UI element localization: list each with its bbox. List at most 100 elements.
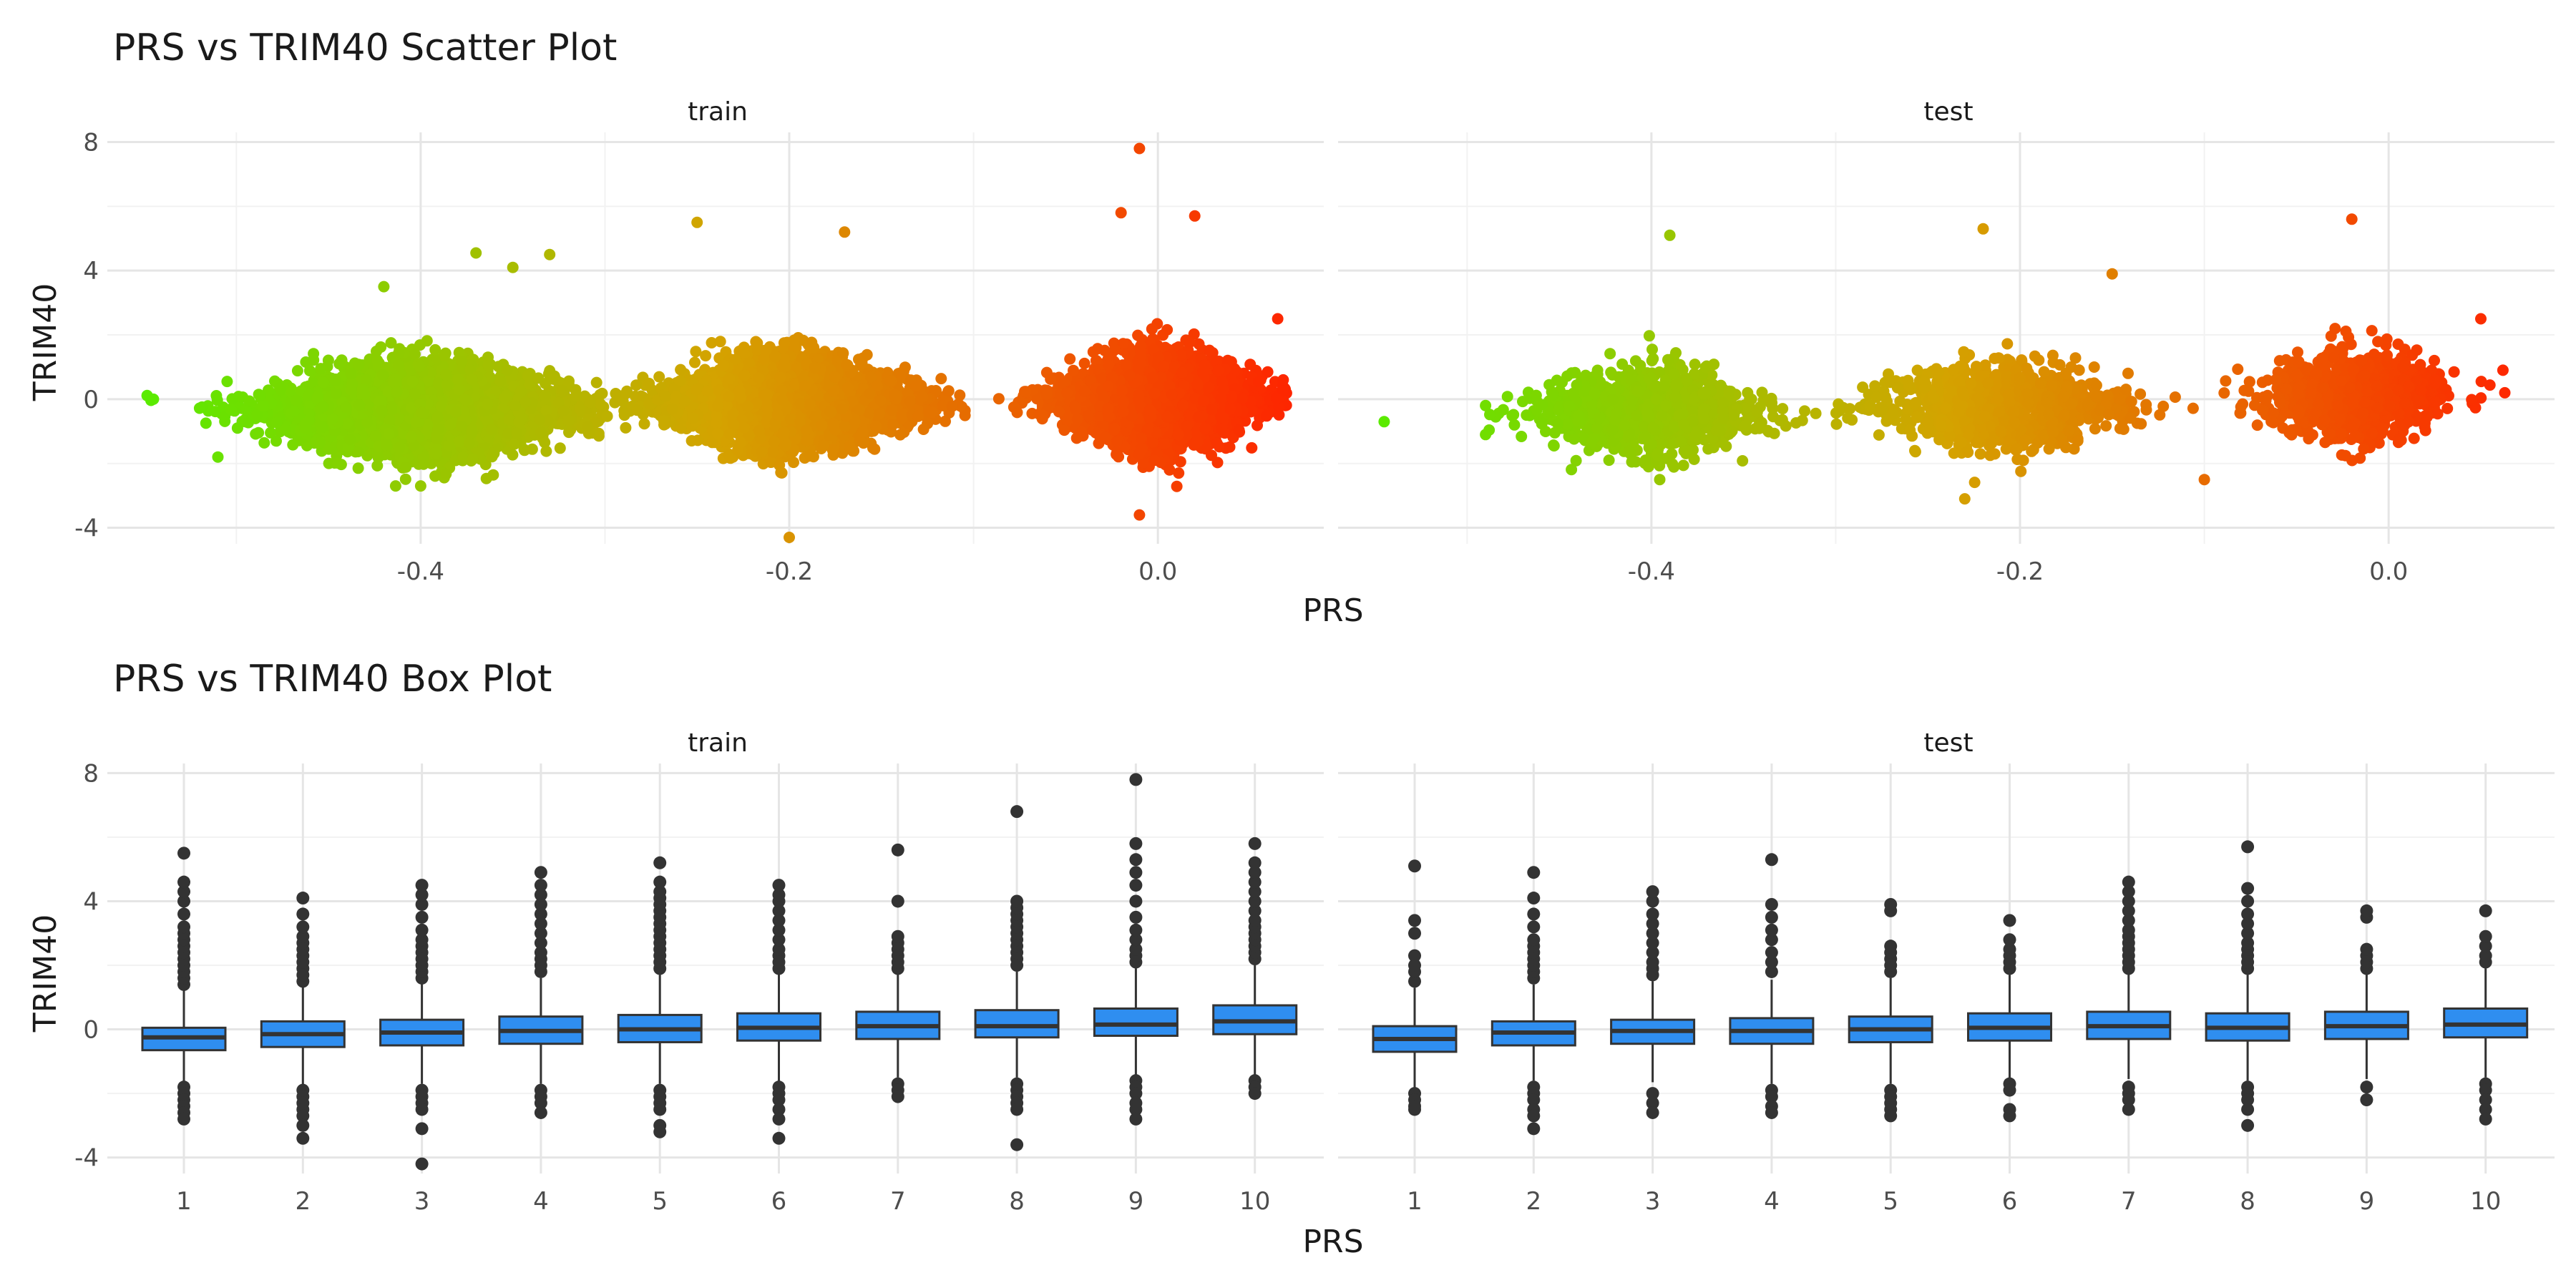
- scatter-point: [200, 417, 212, 429]
- scatter-point: [317, 401, 329, 413]
- scatter-point: [414, 361, 426, 373]
- scatter-point: [315, 363, 327, 375]
- scatter-point: [455, 420, 467, 432]
- scatter-point: [414, 339, 426, 351]
- scatter-y-tick-label: 0: [83, 386, 99, 414]
- scatter-point: [369, 430, 381, 442]
- scatter-point: [385, 337, 397, 349]
- scatter-point: [429, 343, 441, 356]
- scatter-y-tick-label: -4: [74, 514, 99, 543]
- scatter-point: [391, 386, 403, 398]
- scatter-point: [231, 422, 243, 434]
- scatter-point: [353, 399, 366, 411]
- scatter-point: [290, 394, 302, 406]
- scatter-x-tick-label: -0.2: [1996, 557, 2044, 586]
- scatter-point: [287, 439, 299, 451]
- scatter-point: [312, 391, 324, 402]
- scatter-point: [482, 359, 494, 371]
- scatter-strip-test: test: [1923, 97, 1973, 127]
- scatter-point: [485, 424, 497, 436]
- scatter-x-tick-label: 0.0: [2369, 557, 2408, 586]
- scatter-point: [353, 358, 365, 371]
- scatter-point: [431, 411, 444, 423]
- scatter-point: [533, 414, 545, 426]
- scatter-point: [429, 470, 441, 482]
- scatter-point: [344, 434, 356, 446]
- scatter-point: [335, 459, 347, 471]
- scatter-point: [443, 439, 455, 452]
- scatter-point: [513, 416, 525, 428]
- scatter-point: [300, 418, 312, 430]
- scatter-point: [440, 369, 452, 381]
- scatter-point: [511, 427, 523, 439]
- scatter-gridlines: [107, 132, 2555, 544]
- scatter-point: [226, 393, 238, 405]
- scatter-point: [345, 384, 357, 396]
- scatter-point: [270, 416, 283, 429]
- scatter-point: [522, 370, 534, 382]
- scatter-point: [480, 472, 492, 484]
- scatter-point: [358, 388, 371, 400]
- scatter-point: [503, 414, 515, 426]
- scatter-point: [258, 436, 270, 449]
- scatter-point: [432, 423, 444, 435]
- scatter-point: [225, 403, 237, 415]
- scatter-point: [590, 376, 602, 389]
- scatter-x-tick-label: -0.2: [766, 557, 813, 586]
- scatter-point: [340, 401, 352, 414]
- scatter-point: [329, 374, 341, 386]
- scatter-point: [502, 364, 514, 376]
- scatter-point: [435, 400, 447, 412]
- scatter-point: [377, 369, 389, 381]
- scatter-point: [416, 406, 428, 419]
- scatter-point: [466, 374, 478, 386]
- scatter-point: [389, 480, 401, 492]
- scatter-point: [554, 442, 566, 454]
- scatter-point: [508, 438, 520, 450]
- scatter-point: [584, 396, 596, 409]
- scatter-point: [450, 406, 462, 418]
- scatter-point: [193, 402, 205, 414]
- scatter-point: [494, 375, 507, 387]
- scatter-point: [509, 400, 521, 412]
- scatter-y-tick-label: 8: [83, 128, 99, 157]
- scatter-point: [507, 449, 519, 461]
- scatter-point: [519, 396, 532, 408]
- scatter-point: [288, 405, 300, 417]
- scatter-point: [535, 426, 547, 439]
- scatter-point: [361, 416, 374, 429]
- scatter-point: [211, 394, 223, 406]
- scatter-point: [601, 410, 613, 422]
- scatter-point: [303, 365, 316, 376]
- scatter-strip-train: train: [688, 97, 748, 127]
- scatter-point: [440, 468, 452, 480]
- scatter-point: [594, 398, 606, 410]
- scatter-point: [253, 426, 265, 439]
- scatter-title: PRS vs TRIM40 Scatter Plot: [113, 26, 617, 69]
- scatter-point: [383, 428, 395, 440]
- scatter-point: [393, 441, 405, 454]
- scatter-point: [258, 400, 269, 412]
- scatter-point: [313, 436, 326, 449]
- scatter-point: [406, 431, 417, 443]
- scatter-point: [557, 405, 570, 417]
- scatter-point: [380, 439, 392, 451]
- scatter-point: [254, 389, 266, 401]
- scatter-point: [308, 348, 320, 360]
- scatter-point: [582, 421, 594, 433]
- scatter-point: [488, 447, 500, 459]
- scatter-point: [330, 388, 342, 399]
- scatter-point: [526, 443, 538, 455]
- scatter-point: [410, 416, 422, 428]
- scatter-x-tick-label: -0.4: [397, 557, 444, 586]
- scatter-point: [406, 376, 419, 387]
- scatter-point: [409, 387, 421, 399]
- scatter-point: [316, 421, 328, 434]
- scatter-point: [333, 358, 346, 370]
- scatter-point: [430, 447, 442, 459]
- scatter-point: [393, 347, 405, 359]
- scatter-point: [219, 415, 231, 427]
- scatter-point: [265, 426, 277, 439]
- scatter-point: [376, 404, 388, 416]
